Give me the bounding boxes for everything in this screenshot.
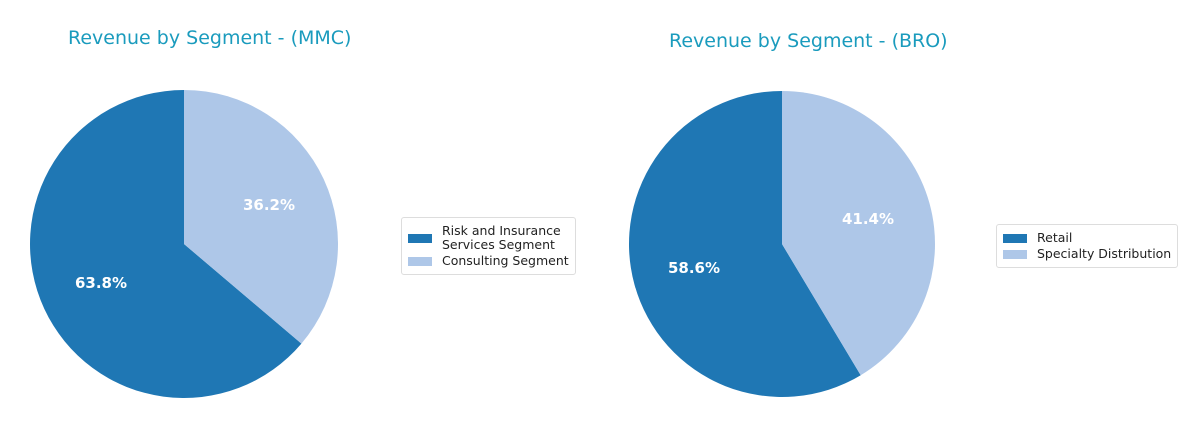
mmc-pct-dark: 63.8% [75, 274, 127, 292]
legend-item-retail: Retail [1003, 231, 1171, 245]
legend-swatch [408, 233, 432, 243]
bro-slice-specialty [782, 91, 936, 376]
mmc-chart-title: Revenue by Segment - (MMC) [68, 27, 352, 49]
legend-label: Consulting Segment [442, 253, 569, 268]
legend-label: Specialty Distribution [1037, 246, 1172, 261]
bro-pct-dark: 58.6% [668, 259, 720, 277]
bro-chart-title: Revenue by Segment - (BRO) [669, 30, 948, 52]
bro-slice-retail [629, 90, 861, 397]
mmc-pie: 63.8% 36.2% [29, 90, 338, 398]
mmc-legend: Risk and Insurance Services Segment Cons… [401, 217, 576, 275]
mmc-pct-light: 36.2% [243, 196, 295, 214]
legend-item-consulting: Consulting Segment [408, 254, 569, 268]
mmc-slice-consulting [184, 90, 338, 344]
legend-swatch [1003, 233, 1027, 243]
mmc-slice-risk-insurance [29, 90, 302, 398]
bro-legend: Retail Specialty Distribution [996, 224, 1179, 268]
legend-item-risk-insurance: Risk and Insurance Services Segment [408, 224, 569, 252]
legend-label: Retail [1037, 230, 1073, 245]
legend-swatch [1003, 249, 1027, 259]
bro-pie: 58.6% 41.4% [629, 90, 936, 397]
bro-pct-light: 41.4% [842, 210, 894, 228]
legend-item-specialty: Specialty Distribution [1003, 247, 1171, 261]
legend-label: Risk and Insurance Services Segment [442, 223, 561, 252]
legend-swatch [408, 256, 432, 266]
